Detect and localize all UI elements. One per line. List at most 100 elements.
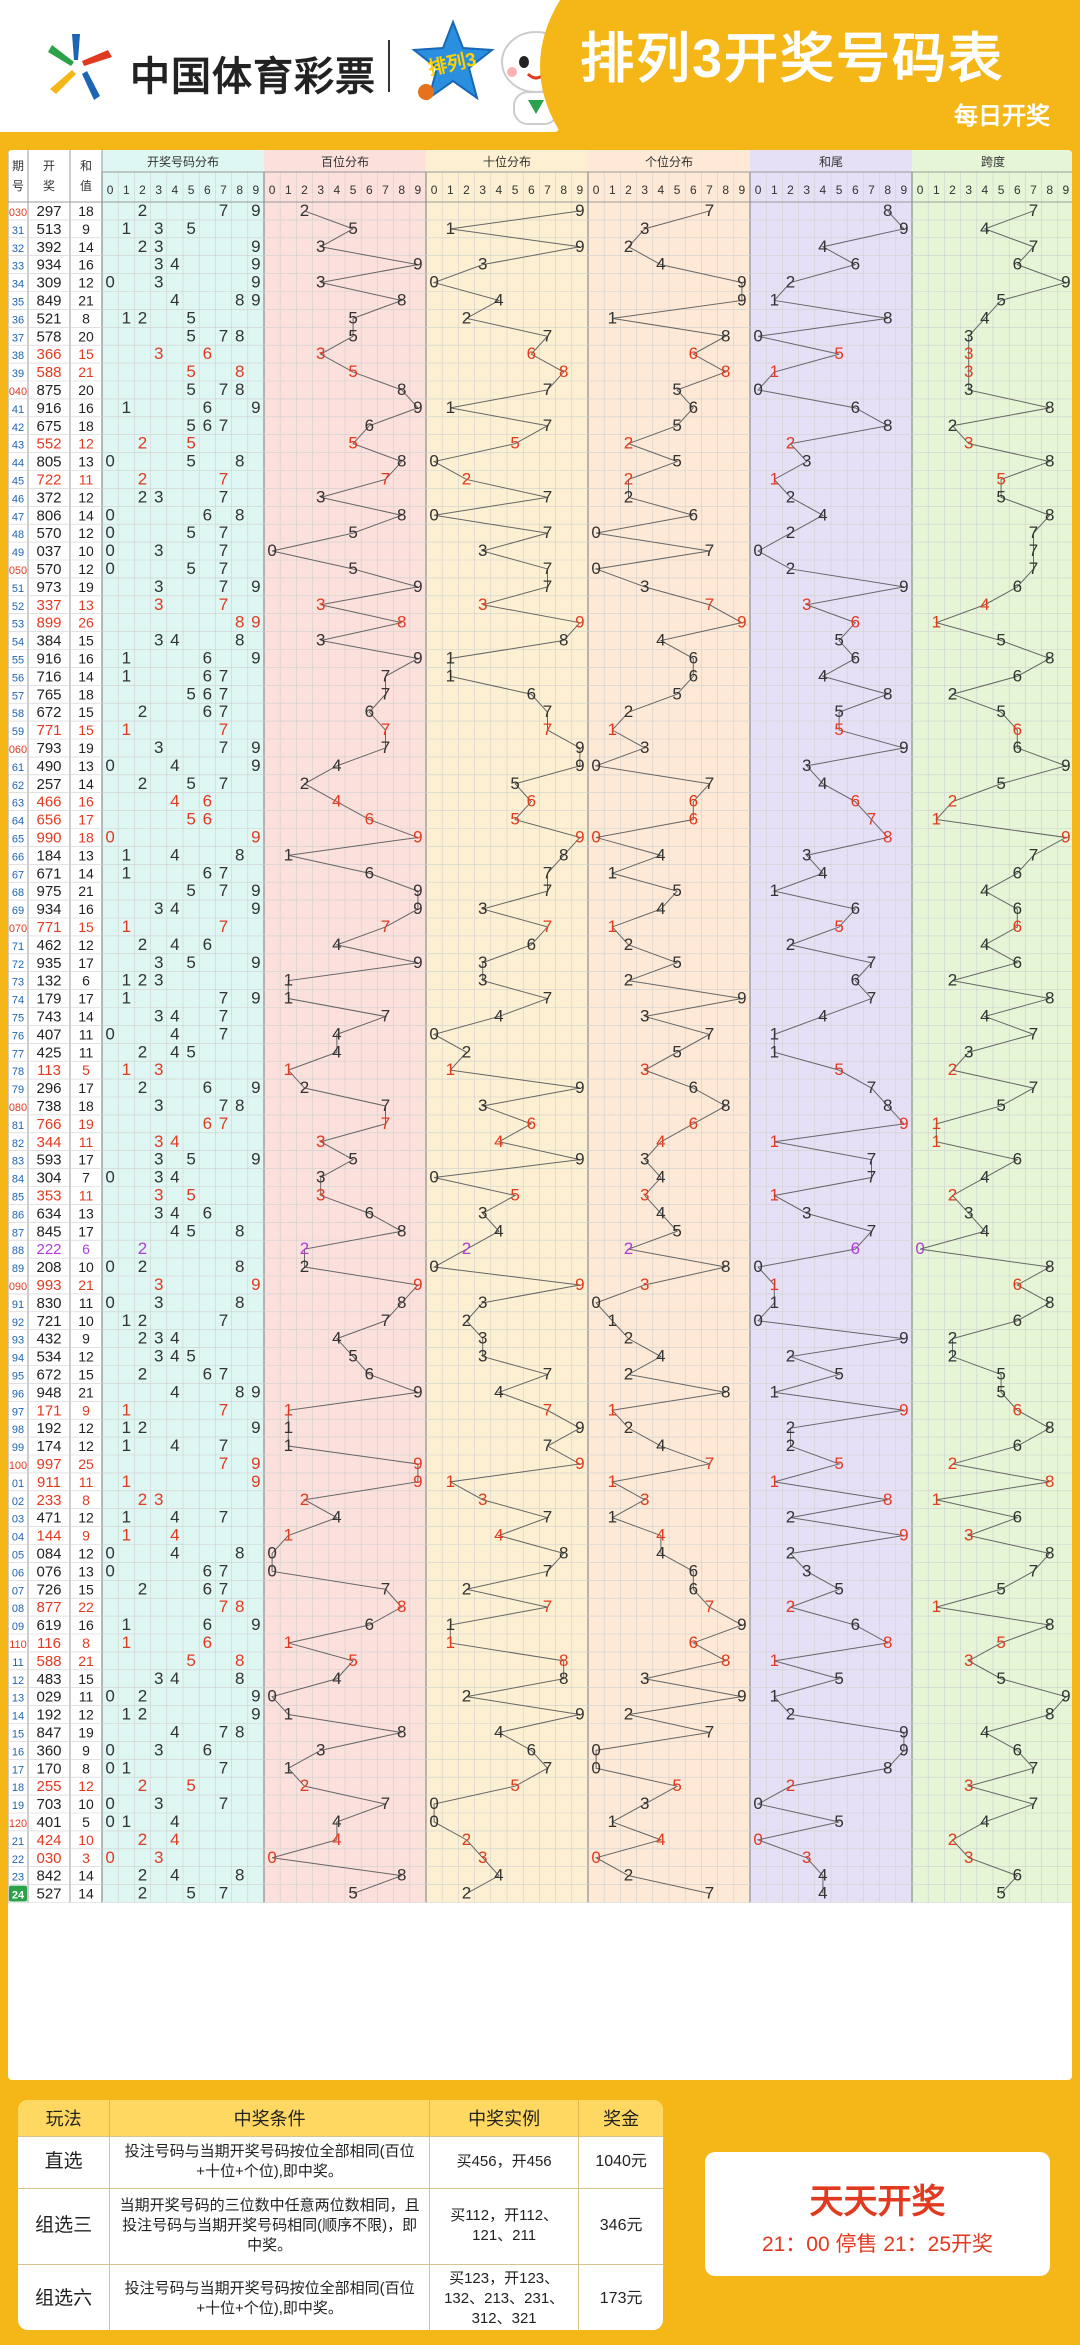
header-digit: 9: [1063, 183, 1070, 197]
row-period: 47: [12, 511, 24, 523]
trend-digit: 9: [575, 738, 584, 757]
trend-digit: 7: [705, 1722, 714, 1741]
header-digit: 3: [965, 183, 972, 197]
pattern-digit: 6: [203, 505, 212, 524]
pattern-digit: 8: [235, 505, 244, 524]
pattern-digit: 8: [235, 1382, 244, 1401]
row-sum: 20: [78, 328, 94, 344]
row-period: 91: [12, 1299, 24, 1311]
pattern-digit: 5: [186, 1150, 195, 1169]
trend-digit: 2: [300, 1490, 309, 1509]
row-period: 16: [12, 1746, 24, 1758]
row-period: 100: [9, 1460, 27, 1472]
trend-digit: 6: [527, 1740, 536, 1759]
header-group: 十位分布: [483, 154, 531, 169]
trend-digit: 6: [1013, 1508, 1022, 1527]
trend-digit: 7: [381, 1006, 390, 1025]
pattern-digit: 3: [154, 1490, 163, 1509]
row-period: 19: [12, 1800, 24, 1812]
trend-digit: 3: [640, 1275, 649, 1294]
trend-digit: 9: [575, 827, 584, 846]
pattern-digit: 3: [154, 1096, 163, 1115]
trend-digit: 1: [284, 1526, 293, 1545]
row-period: 68: [12, 887, 24, 899]
trend-digit: 6: [1013, 1866, 1022, 1885]
row-sum: 11: [79, 1295, 94, 1311]
header-digit: 0: [917, 183, 924, 197]
row-draw-number: 030: [36, 1850, 61, 1867]
trend-digit: 2: [948, 1185, 957, 1204]
pattern-digit: 3: [154, 738, 163, 757]
pattern-digit: 7: [219, 1006, 228, 1025]
trend-digit: 7: [705, 1597, 714, 1616]
header-digit: 5: [512, 183, 519, 197]
pattern-digit: 7: [219, 1311, 228, 1330]
trend-digit: 2: [300, 1239, 309, 1258]
trend-digit: 3: [640, 1669, 649, 1688]
trend-digit: 3: [316, 595, 325, 614]
trend-digit: 7: [1029, 1758, 1038, 1777]
trend-digit: 4: [332, 935, 341, 954]
trend-digit: 5: [348, 1150, 357, 1169]
trend-digit: 7: [867, 1221, 876, 1240]
trend-digit: 9: [1061, 273, 1070, 292]
trend-digit: 4: [656, 631, 665, 650]
row-sum: 12: [78, 436, 94, 452]
trend-digit: 2: [948, 792, 957, 811]
trend-digit: 3: [802, 1203, 811, 1222]
trend-digit: 2: [786, 935, 795, 954]
trend-digit: 1: [770, 469, 779, 488]
pattern-digit: 4: [170, 1866, 179, 1885]
row-period: 85: [12, 1191, 24, 1203]
row-draw-number: 490: [36, 758, 61, 775]
trend-digit: 8: [1045, 648, 1054, 667]
row-period: 050: [9, 565, 27, 577]
pattern-digit: 4: [170, 899, 179, 918]
row-draw-number: 170: [36, 1760, 61, 1777]
pattern-digit: 2: [138, 1490, 147, 1509]
trend-digit: 6: [1013, 1400, 1022, 1419]
trend-line: [594, 210, 744, 1895]
trend-digit: 3: [478, 1329, 487, 1348]
row-draw-number: 255: [36, 1778, 61, 1795]
trend-digit: 2: [462, 1687, 471, 1706]
pattern-digit: 5: [186, 308, 195, 327]
trend-digit: 6: [1013, 1740, 1022, 1759]
row-period: 64: [12, 816, 24, 828]
pattern-digit: 3: [154, 1168, 163, 1187]
trend-digit: 0: [429, 1812, 438, 1831]
pattern-digit: 1: [122, 1472, 131, 1491]
pattern-digit: 8: [235, 452, 244, 471]
row-draw-number: 171: [36, 1402, 61, 1419]
pattern-digit: 0: [105, 1812, 114, 1831]
pattern-digit: 3: [154, 577, 163, 596]
header-sum: 值: [80, 178, 92, 193]
trend-digit: 0: [591, 559, 600, 578]
trend-digit: 5: [834, 720, 843, 739]
pattern-digit: 0: [105, 273, 114, 292]
row-draw-number: 527: [36, 1886, 61, 1903]
trend-digit: 0: [429, 1168, 438, 1187]
pattern-digit: 5: [186, 452, 195, 471]
row-draw-number: 116: [37, 1635, 61, 1652]
row-sum: 5: [82, 1814, 90, 1830]
trend-digit: 9: [899, 738, 908, 757]
row-period: 72: [12, 959, 24, 971]
row-sum: 14: [78, 1886, 94, 1902]
trend-digit: 4: [980, 1168, 989, 1187]
row-sum: 15: [78, 1366, 94, 1382]
trend-digit: 7: [543, 487, 552, 506]
row-sum: 8: [82, 310, 90, 326]
trend-digit: 9: [575, 756, 584, 775]
trend-digit: 1: [932, 1132, 941, 1151]
row-draw-number: 037: [36, 543, 61, 560]
trend-digit: 6: [851, 1615, 860, 1634]
trend-digit: 7: [705, 1884, 714, 1903]
trend-digit: 2: [948, 1454, 957, 1473]
row-sum: 13: [78, 758, 94, 774]
trend-digit: 3: [316, 487, 325, 506]
pattern-digit: 9: [251, 201, 260, 220]
trend-digit: 7: [867, 810, 876, 829]
trend-digit: 9: [575, 1078, 584, 1097]
row-sum: 13: [78, 1205, 94, 1221]
